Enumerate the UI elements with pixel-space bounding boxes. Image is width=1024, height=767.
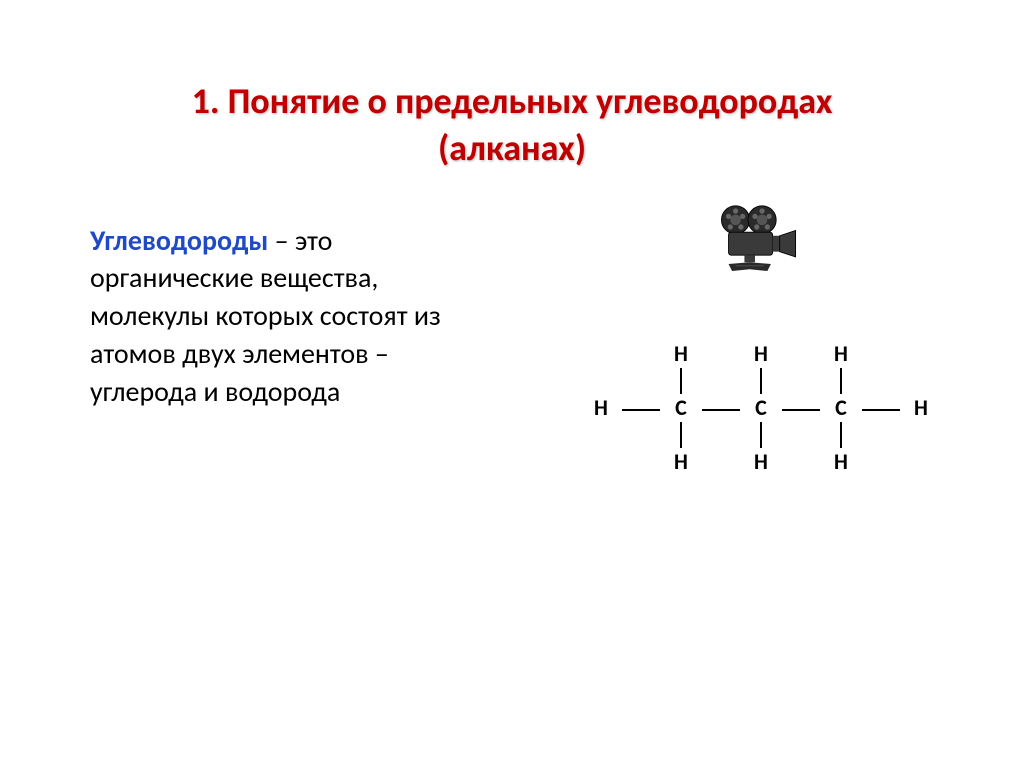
mol-row-bottom-bonds: [580, 420, 942, 450]
mol-row-top-h: H H H: [580, 342, 942, 366]
horizontal-bond: [622, 409, 660, 411]
atom-h: H: [740, 340, 782, 367]
atom-h: H: [660, 340, 702, 367]
vertical-bond: [740, 422, 782, 448]
atom-c: C: [740, 394, 782, 421]
title-line-1: 1. Понятие о предельных углеводородах: [0, 78, 1024, 125]
mol-row-top-bonds: [580, 366, 942, 396]
atom-h: H: [580, 394, 622, 421]
atom-h: H: [820, 340, 862, 367]
vertical-bond: [660, 422, 702, 448]
mol-row-bottom-h: H H H: [580, 450, 942, 474]
definition-term: Углеводороды: [90, 223, 268, 258]
definition-column: Углеводороды – это органические вещества…: [0, 222, 480, 411]
definition-text: Углеводороды – это органические вещества…: [90, 222, 480, 411]
vertical-bond: [820, 422, 862, 448]
horizontal-bond: [862, 409, 900, 411]
atom-h: H: [740, 448, 782, 475]
atom-h: H: [820, 448, 862, 475]
atom-h: H: [660, 448, 702, 475]
propane-structure: H H H H C C: [580, 342, 942, 474]
figure-column: H H H H C C: [480, 222, 1024, 411]
film-camera-icon: [710, 204, 800, 279]
title-line-2: (алканах): [0, 125, 1024, 172]
mol-row-carbon-chain: H C C C H: [580, 396, 942, 420]
slide-title: 1. Понятие о предельных углеводородах (а…: [0, 0, 1024, 172]
atom-h: H: [900, 394, 942, 421]
vertical-bond: [820, 368, 862, 394]
atom-c: C: [660, 394, 702, 421]
content-area: Углеводороды – это органические вещества…: [0, 222, 1024, 411]
vertical-bond: [660, 368, 702, 394]
horizontal-bond: [702, 409, 740, 411]
atom-c: C: [820, 394, 862, 421]
vertical-bond: [740, 368, 782, 394]
horizontal-bond: [782, 409, 820, 411]
